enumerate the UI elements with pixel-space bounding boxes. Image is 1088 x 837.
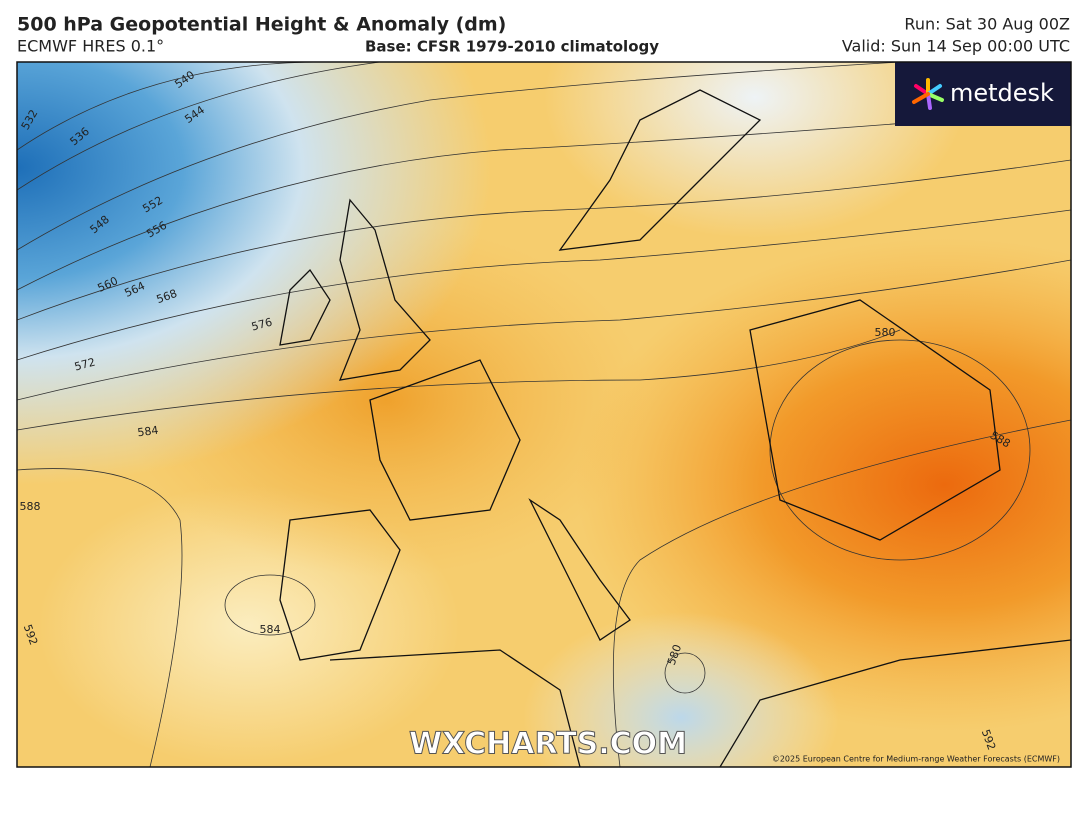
contour-label: 576	[250, 316, 274, 334]
model: ECMWF HRES 0.1°	[17, 37, 164, 56]
logo: metdesk	[950, 79, 1054, 107]
valid: Valid: Sun 14 Sep 00:00 UTC	[842, 37, 1070, 56]
contour-label: 572	[73, 356, 97, 374]
copyright: ©2025 European Centre for Medium-range W…	[772, 755, 1060, 764]
map-frame	[16, 61, 1072, 768]
watermark: WXCHARTS.COM	[409, 727, 687, 762]
contour-label: 588	[20, 500, 41, 513]
run: Run: Sat 30 Aug 00Z	[904, 15, 1070, 34]
contour-label: 584	[260, 623, 281, 636]
base: Base: CFSR 1979-2010 climatology	[365, 38, 659, 56]
contour-label: 580	[875, 326, 896, 339]
contour-label: 584	[137, 424, 160, 440]
title: 500 hPa Geopotential Height & Anomaly (d…	[17, 14, 506, 36]
map: metdesk WXCHARTS.COM ©2025 European Cent…	[17, 62, 1071, 767]
